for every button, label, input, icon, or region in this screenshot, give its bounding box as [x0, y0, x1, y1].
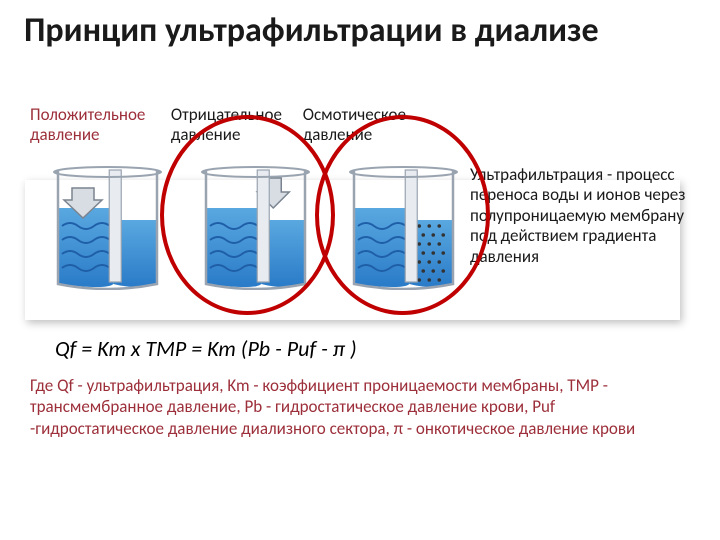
highlight-circle-1 [160, 115, 335, 315]
formula-text: Qf = Km x TMP = Km (Pb - Puf - π ) [55, 335, 357, 362]
formula-caption: Где Qf - ультрафильтрация, Km - коэффици… [30, 375, 680, 439]
label-positive: Положительное давление [30, 105, 171, 144]
slide-title: Принцип ультрафильтрации в диализе [24, 12, 696, 49]
beaker-group-positive [50, 160, 165, 295]
highlight-circle-2 [315, 115, 490, 315]
beaker-positive [50, 160, 165, 290]
definition-text: Ультрафильтрация - процесс переноса воды… [470, 165, 690, 267]
